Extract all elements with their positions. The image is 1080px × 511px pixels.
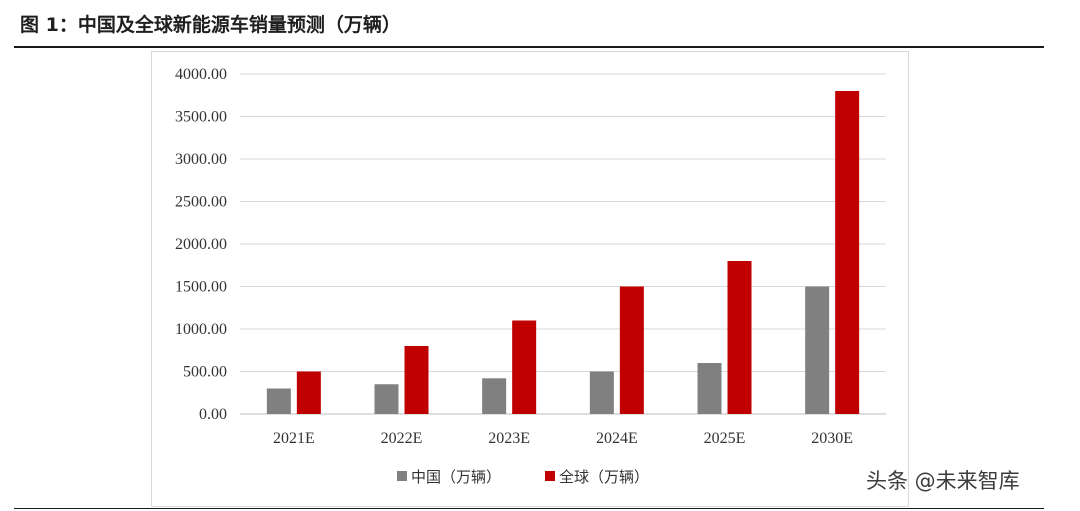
x-tick-label: 2024E (596, 430, 638, 447)
x-tick-label: 2025E (704, 430, 746, 447)
x-tick-label: 2022E (381, 430, 423, 447)
bar-china (374, 384, 399, 414)
bar-global (404, 346, 429, 414)
bottom-rule (14, 508, 1044, 509)
y-tick-label: 3500.00 (175, 109, 227, 126)
bar-global (619, 286, 644, 414)
x-tick-label: 2030E (811, 430, 853, 447)
top-rule (14, 46, 1044, 48)
legend-label-china: 中国（万辆） (411, 468, 501, 486)
bar-china (589, 371, 614, 414)
bar-china (266, 388, 291, 414)
chart-frame (151, 51, 909, 507)
legend-swatch-china (397, 471, 407, 481)
y-tick-label: 1500.00 (175, 279, 227, 296)
figure-title: 图 1：中国及全球新能源车销量预测（万辆） (20, 14, 401, 36)
y-tick-label: 2500.00 (175, 194, 227, 211)
bar-global (727, 261, 752, 414)
legend-swatch-global (545, 471, 555, 481)
bar-china (805, 286, 830, 414)
y-tick-label: 2000.00 (175, 236, 227, 253)
bar-global (835, 91, 860, 414)
y-tick-label: 1000.00 (175, 321, 227, 338)
y-tick-label: 0.00 (199, 406, 227, 423)
y-tick-label: 500.00 (183, 364, 227, 381)
bar-china (697, 363, 722, 414)
x-tick-label: 2021E (273, 430, 315, 447)
y-tick-label: 3000.00 (175, 151, 227, 168)
watermark: 头条 @未来智库 (866, 469, 1020, 493)
bar-china (482, 378, 507, 414)
y-tick-label: 4000.00 (175, 66, 227, 83)
x-tick-label: 2023E (488, 430, 530, 447)
bar-global (512, 320, 537, 414)
bar-global (296, 371, 321, 414)
legend-label-global: 全球（万辆） (559, 468, 649, 486)
